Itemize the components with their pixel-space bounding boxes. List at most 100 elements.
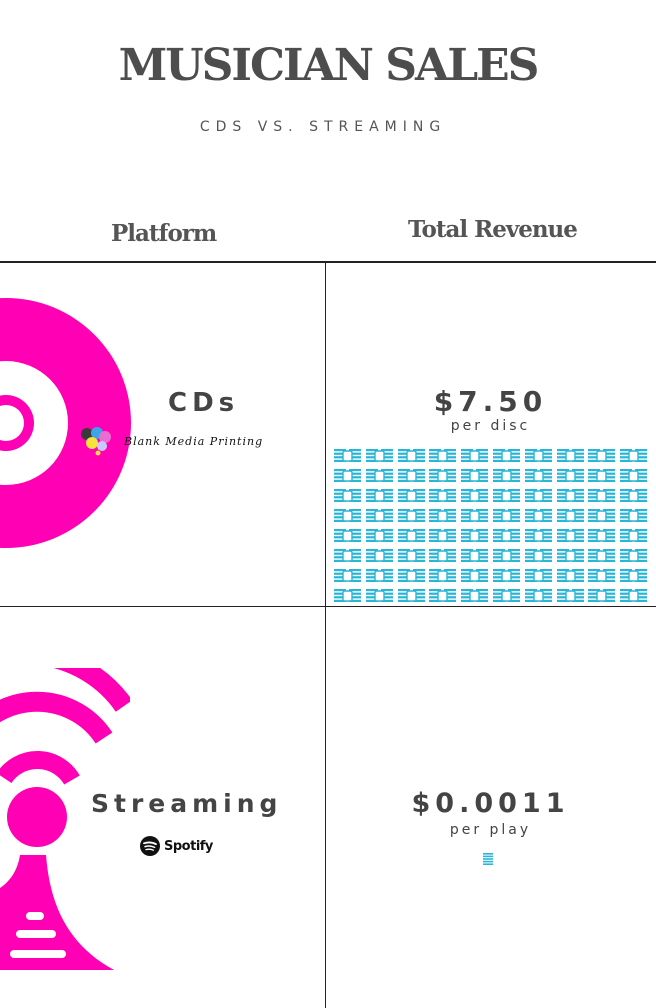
disc-unit-icon <box>556 569 584 582</box>
disc-unit-icon <box>429 449 457 462</box>
disc-unit-icon <box>556 549 584 562</box>
disc-unit-icon <box>461 509 489 522</box>
column-header-revenue: Total Revenue <box>408 216 578 243</box>
disc-unit-icon <box>365 469 393 482</box>
unit-streaming: per play <box>449 822 532 838</box>
disc-unit-icon <box>365 529 393 542</box>
disc-unit-icon <box>620 489 648 502</box>
disc-unit-icon <box>620 589 648 602</box>
disc-unit-icon <box>397 449 425 462</box>
table-row-divider <box>0 606 656 607</box>
table-header-divider <box>0 261 656 263</box>
unit-cds: per disc <box>450 418 531 434</box>
disc-unit-icon <box>588 509 616 522</box>
play-icon-group <box>482 852 494 871</box>
disc-unit-icon <box>588 449 616 462</box>
disc-unit-icon <box>588 569 616 582</box>
disc-unit-icon <box>524 509 552 522</box>
disc-unit-icon <box>461 569 489 582</box>
disc-unit-icon <box>334 529 361 542</box>
disc-unit-icon <box>620 449 648 462</box>
row-label-cds: CDs <box>168 388 240 418</box>
disc-unit-icon <box>429 489 457 502</box>
disc-unit-icon <box>492 549 520 562</box>
column-header-platform: Platform <box>111 220 217 247</box>
disc-unit-icon <box>524 489 552 502</box>
disc-unit-icon <box>556 449 584 462</box>
disc-unit-icon <box>524 449 552 462</box>
disc-unit-icon <box>334 489 361 502</box>
disc-unit-icon <box>492 529 520 542</box>
disc-unit-icon <box>588 529 616 542</box>
disc-unit-icon <box>492 449 520 462</box>
disc-unit-icon <box>461 469 489 482</box>
disc-unit-icon <box>365 489 393 502</box>
disc-unit-icon <box>588 469 616 482</box>
disc-unit-icon <box>524 549 552 562</box>
disc-unit-icon <box>620 569 648 582</box>
disc-unit-icon <box>365 509 393 522</box>
disc-icon-grid <box>333 448 651 604</box>
disc-unit-icon <box>588 589 616 602</box>
disc-unit-icon <box>365 569 393 582</box>
play-unit-icon <box>483 853 493 865</box>
broadcast-tower-icon <box>0 668 130 970</box>
disc-unit-icon <box>334 549 361 562</box>
bubbles-logo-icon <box>81 427 111 456</box>
disc-unit-icon <box>429 569 457 582</box>
disc-unit-icon <box>620 529 648 542</box>
disc-unit-icon <box>620 469 648 482</box>
disc-unit-icon <box>620 549 648 562</box>
disc-unit-icon <box>524 529 552 542</box>
page-title: MUSICIAN SALES <box>118 40 540 91</box>
disc-unit-icon <box>556 529 584 542</box>
disc-unit-icon <box>365 589 393 602</box>
disc-unit-icon <box>556 589 584 602</box>
disc-unit-icon <box>556 469 584 482</box>
spotify-icon <box>140 836 160 856</box>
disc-unit-icon <box>334 509 361 522</box>
disc-unit-icon <box>620 509 648 522</box>
disc-unit-icon <box>334 589 361 602</box>
disc-unit-icon <box>524 569 552 582</box>
disc-unit-icon <box>334 569 361 582</box>
disc-unit-icon <box>492 509 520 522</box>
cd-disc-icon <box>0 298 131 548</box>
disc-unit-icon <box>429 469 457 482</box>
disc-unit-icon <box>397 529 425 542</box>
disc-unit-icon <box>524 469 552 482</box>
disc-unit-icon <box>556 509 584 522</box>
blank-media-printing-text: Blank Media Printing <box>124 434 264 448</box>
disc-unit-icon <box>397 549 425 562</box>
disc-unit-icon <box>397 489 425 502</box>
spotify-logo: Spotify <box>140 836 213 856</box>
disc-unit-icon <box>365 549 393 562</box>
disc-unit-icon <box>461 489 489 502</box>
disc-unit-icon <box>429 549 457 562</box>
disc-unit-icon <box>334 449 361 462</box>
disc-unit-icon <box>492 489 520 502</box>
price-cds: $7.50 <box>433 385 548 418</box>
table-column-divider <box>325 262 326 1008</box>
disc-unit-icon <box>492 569 520 582</box>
disc-unit-icon <box>429 529 457 542</box>
price-streaming: $0.0011 <box>411 788 570 819</box>
disc-unit-icon <box>461 449 489 462</box>
disc-unit-icon <box>556 489 584 502</box>
disc-unit-icon <box>397 509 425 522</box>
disc-unit-icon <box>365 449 393 462</box>
disc-unit-icon <box>397 569 425 582</box>
disc-unit-icon <box>397 469 425 482</box>
disc-unit-icon <box>429 509 457 522</box>
disc-unit-icon <box>588 549 616 562</box>
disc-unit-icon <box>524 589 552 602</box>
disc-unit-icon <box>429 589 457 602</box>
disc-unit-icon <box>461 529 489 542</box>
blank-media-printing-logo: Blank Media Printing <box>80 426 263 456</box>
disc-unit-icon <box>588 489 616 502</box>
page-subtitle: CDS VS. STREAMING <box>199 119 447 135</box>
row-label-streaming: Streaming <box>91 789 283 818</box>
disc-unit-icon <box>397 589 425 602</box>
spotify-text: Spotify <box>164 838 213 854</box>
disc-unit-icon <box>492 469 520 482</box>
